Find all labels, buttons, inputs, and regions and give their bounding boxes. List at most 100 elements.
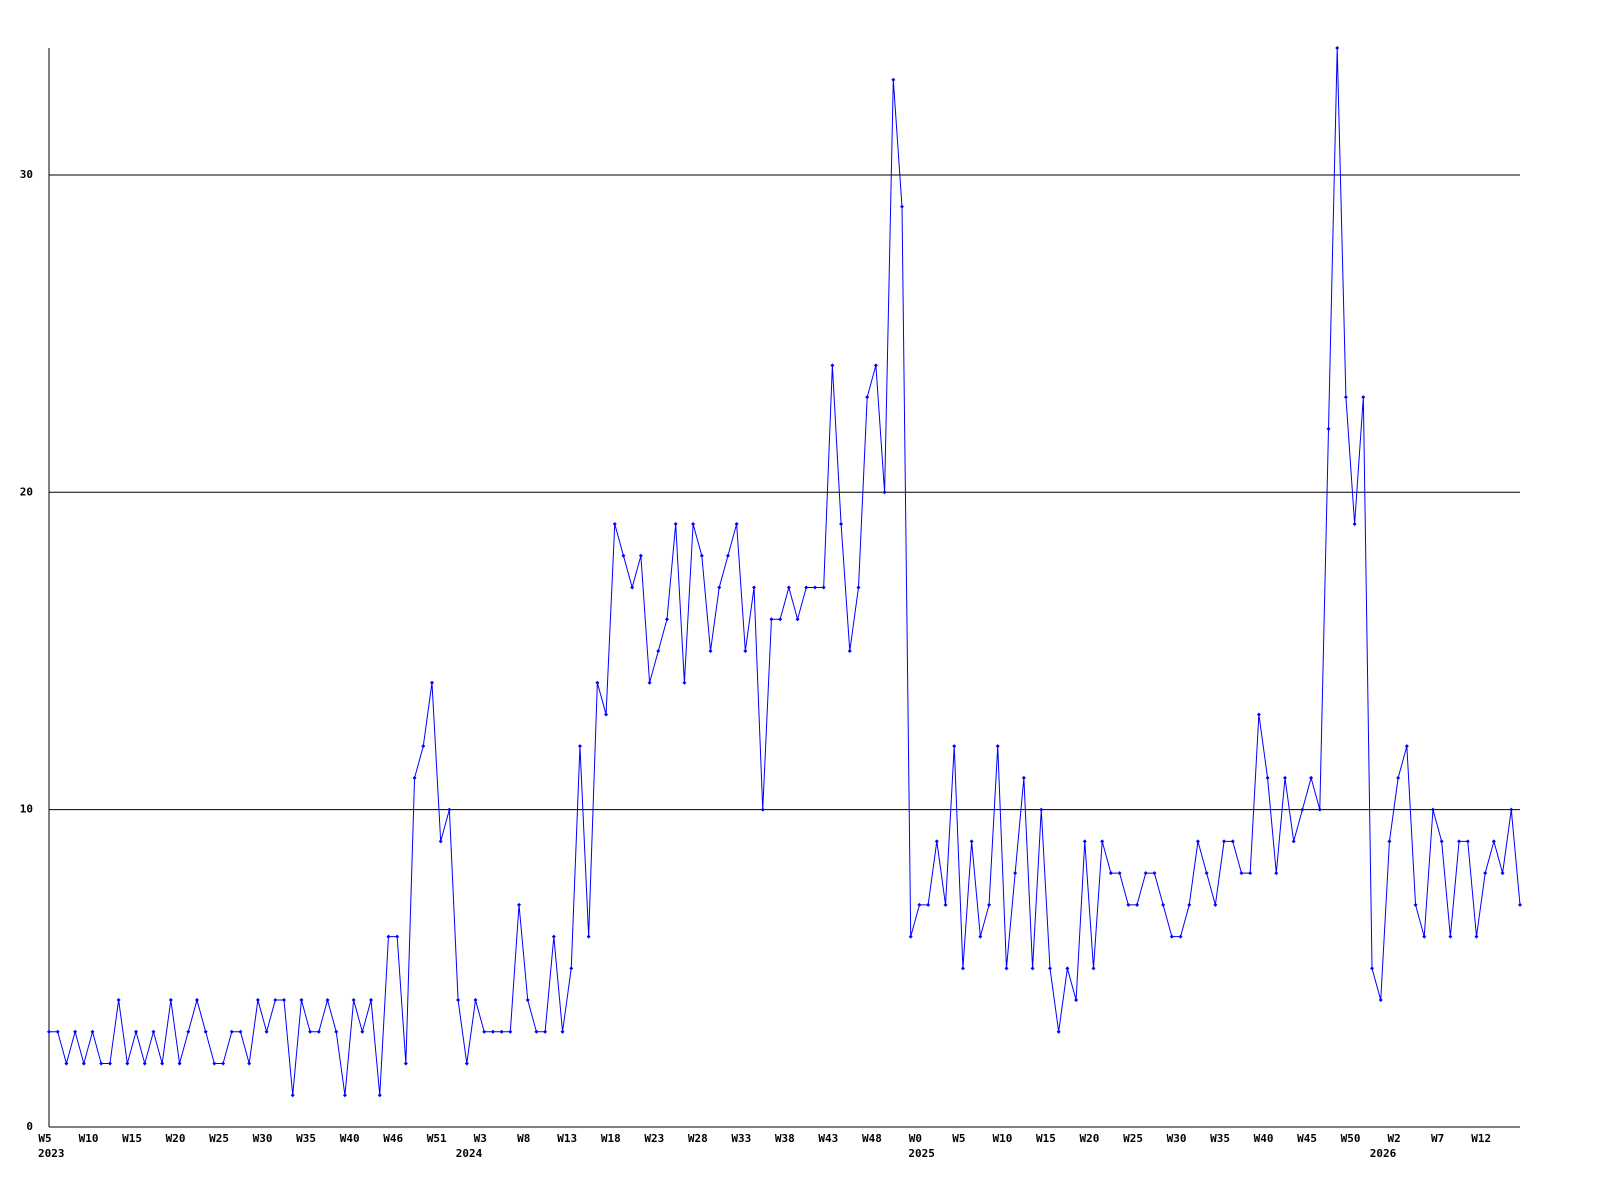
data-point bbox=[1248, 871, 1253, 876]
data-point bbox=[264, 1029, 269, 1034]
data-point bbox=[1430, 807, 1435, 812]
data-point bbox=[664, 617, 669, 622]
x-tick-label: W33 bbox=[731, 1132, 751, 1145]
x-tick-label: W48 bbox=[862, 1132, 882, 1145]
data-point bbox=[99, 1061, 104, 1066]
y-tick-label: 30 bbox=[20, 168, 33, 181]
data-point bbox=[360, 1029, 365, 1034]
data-point bbox=[1370, 966, 1375, 971]
x-tick-label: W3 bbox=[474, 1132, 487, 1145]
data-point bbox=[873, 363, 878, 368]
data-point bbox=[1491, 839, 1496, 844]
data-point bbox=[1378, 998, 1383, 1003]
data-point bbox=[1282, 775, 1287, 780]
data-point bbox=[1195, 839, 1200, 844]
x-tick-label: W2 bbox=[1388, 1132, 1401, 1145]
data-point bbox=[203, 1029, 208, 1034]
data-point bbox=[116, 998, 121, 1003]
data-point bbox=[107, 1061, 112, 1066]
x-tick-label: W38 bbox=[775, 1132, 795, 1145]
data-point bbox=[969, 839, 974, 844]
x-tick-label: W7 bbox=[1431, 1132, 1444, 1145]
data-point bbox=[403, 1061, 408, 1066]
data-point bbox=[238, 1029, 243, 1034]
x-tick-label: W5 bbox=[38, 1132, 51, 1145]
data-point bbox=[995, 744, 1000, 749]
data-point bbox=[1161, 902, 1166, 907]
x-tick-label: W23 bbox=[644, 1132, 664, 1145]
data-point bbox=[743, 648, 748, 653]
y-tick-label: 20 bbox=[20, 485, 33, 498]
x-tick-label: W12 bbox=[1471, 1132, 1491, 1145]
data-point bbox=[473, 998, 478, 1003]
x-tick-label: W40 bbox=[340, 1132, 360, 1145]
data-point bbox=[1256, 712, 1261, 717]
data-point bbox=[569, 966, 574, 971]
data-point bbox=[134, 1029, 139, 1034]
x-tick-label: W10 bbox=[993, 1132, 1013, 1145]
x-tick-label: W15 bbox=[1036, 1132, 1056, 1145]
data-point bbox=[1204, 871, 1209, 876]
data-point bbox=[943, 902, 948, 907]
data-point bbox=[142, 1061, 147, 1066]
data-point bbox=[1213, 902, 1218, 907]
data-point bbox=[882, 490, 887, 495]
data-point bbox=[1483, 871, 1488, 876]
data-point bbox=[1169, 934, 1174, 939]
data-point bbox=[1143, 871, 1148, 876]
data-point bbox=[438, 839, 443, 844]
data-point bbox=[1396, 775, 1401, 780]
data-point bbox=[1361, 395, 1366, 400]
data-point bbox=[952, 744, 957, 749]
data-point bbox=[490, 1029, 495, 1034]
data-point bbox=[247, 1061, 252, 1066]
data-point bbox=[73, 1029, 78, 1034]
data-point bbox=[1457, 839, 1462, 844]
year-label: 2025 bbox=[908, 1147, 935, 1160]
x-tick-label: W18 bbox=[601, 1132, 621, 1145]
data-point bbox=[221, 1061, 226, 1066]
data-point bbox=[273, 998, 278, 1003]
x-tick-label: W51 bbox=[427, 1132, 447, 1145]
year-label: 2026 bbox=[1370, 1147, 1397, 1160]
x-tick-label: W45 bbox=[1297, 1132, 1317, 1145]
data-point bbox=[1387, 839, 1392, 844]
data-point bbox=[786, 585, 791, 590]
data-point bbox=[908, 934, 913, 939]
data-point bbox=[604, 712, 609, 717]
data-point bbox=[1413, 902, 1418, 907]
data-point bbox=[299, 998, 304, 1003]
data-point bbox=[1126, 902, 1131, 907]
data-point bbox=[795, 617, 800, 622]
data-point bbox=[1222, 839, 1227, 844]
data-point bbox=[1230, 839, 1235, 844]
x-tick-label: W30 bbox=[253, 1132, 273, 1145]
data-point bbox=[717, 585, 722, 590]
data-point bbox=[830, 363, 835, 368]
data-point bbox=[81, 1061, 86, 1066]
data-point bbox=[1335, 46, 1340, 50]
data-point bbox=[847, 648, 852, 653]
data-point bbox=[316, 1029, 321, 1034]
data-point bbox=[229, 1029, 234, 1034]
data-point bbox=[308, 1029, 313, 1034]
data-point bbox=[1030, 966, 1035, 971]
data-point bbox=[1082, 839, 1087, 844]
data-point bbox=[1100, 839, 1105, 844]
data-point bbox=[282, 998, 287, 1003]
data-point bbox=[647, 680, 652, 685]
x-tick-label: W25 bbox=[209, 1132, 229, 1145]
data-point bbox=[699, 553, 704, 558]
x-tick-label: W43 bbox=[818, 1132, 838, 1145]
data-point bbox=[534, 1029, 539, 1034]
x-tick-label: W28 bbox=[688, 1132, 708, 1145]
data-point bbox=[1152, 871, 1157, 876]
x-tick-label: W40 bbox=[1254, 1132, 1274, 1145]
data-point bbox=[412, 775, 417, 780]
data-point bbox=[638, 553, 643, 558]
data-point bbox=[891, 77, 896, 82]
x-tick-label: W35 bbox=[296, 1132, 316, 1145]
data-point bbox=[560, 1029, 565, 1034]
